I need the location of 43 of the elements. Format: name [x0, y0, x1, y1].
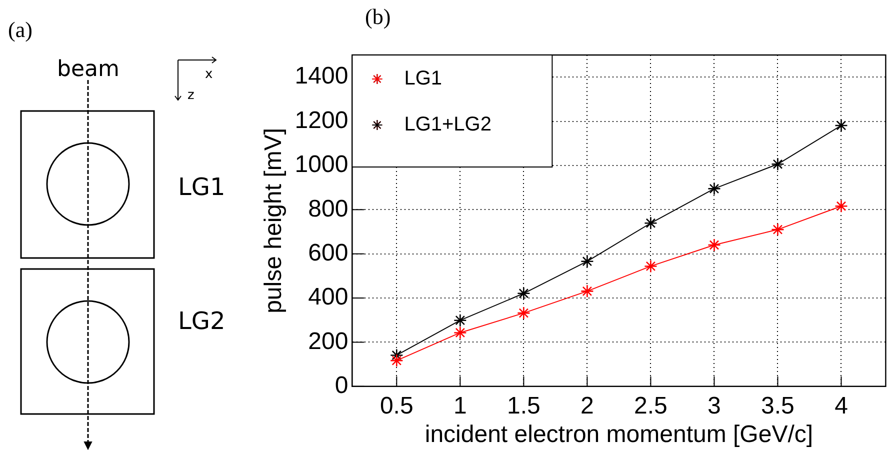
point [771, 222, 784, 236]
legend-label: LG1 [404, 68, 442, 90]
point [517, 286, 530, 300]
point [708, 238, 721, 252]
chart-title: (b) [365, 4, 391, 29]
y-tick-label: 400 [308, 284, 348, 311]
x-tick-label: 2.5 [634, 392, 668, 420]
x-tick-label: 4 [834, 392, 848, 420]
point [390, 348, 404, 362]
legend-label: LG1+LG2 [404, 114, 492, 136]
point [834, 118, 848, 132]
point [708, 182, 721, 196]
point [834, 199, 848, 213]
y-tick-label: 600 [308, 239, 348, 266]
text: LG2 [178, 307, 226, 335]
x-axis-title: incident electron momentum [GeV/c] [424, 421, 814, 448]
x-tick-label: 3 [708, 392, 721, 420]
point [644, 260, 658, 273]
point [644, 216, 658, 230]
y-axis-title: pulse height [mV] [260, 128, 288, 314]
text: LG1 [178, 173, 226, 201]
y-tick-label: 800 [308, 195, 348, 222]
point [771, 157, 784, 171]
x-tick-label: 0.5 [380, 392, 414, 420]
text: x [205, 66, 213, 82]
point [580, 284, 594, 298]
y-tick-label: 1400 [294, 62, 348, 90]
text: beam [57, 57, 120, 82]
y-tick-label: 1000 [294, 151, 348, 178]
x-tick-label: 1 [453, 392, 467, 420]
x-tick-label: 3.5 [761, 392, 794, 420]
point [517, 306, 530, 320]
point [580, 254, 594, 268]
point [454, 326, 467, 340]
text: z [188, 88, 194, 102]
y-tick-label: 0 [334, 372, 348, 400]
point [454, 314, 467, 327]
text: (a) [8, 17, 32, 42]
y-tick-label: 1200 [294, 106, 348, 134]
x-tick-label: 1.5 [506, 392, 540, 420]
y-tick-label: 200 [308, 328, 348, 355]
x-tick-label: 2 [580, 392, 594, 420]
point [390, 354, 404, 368]
